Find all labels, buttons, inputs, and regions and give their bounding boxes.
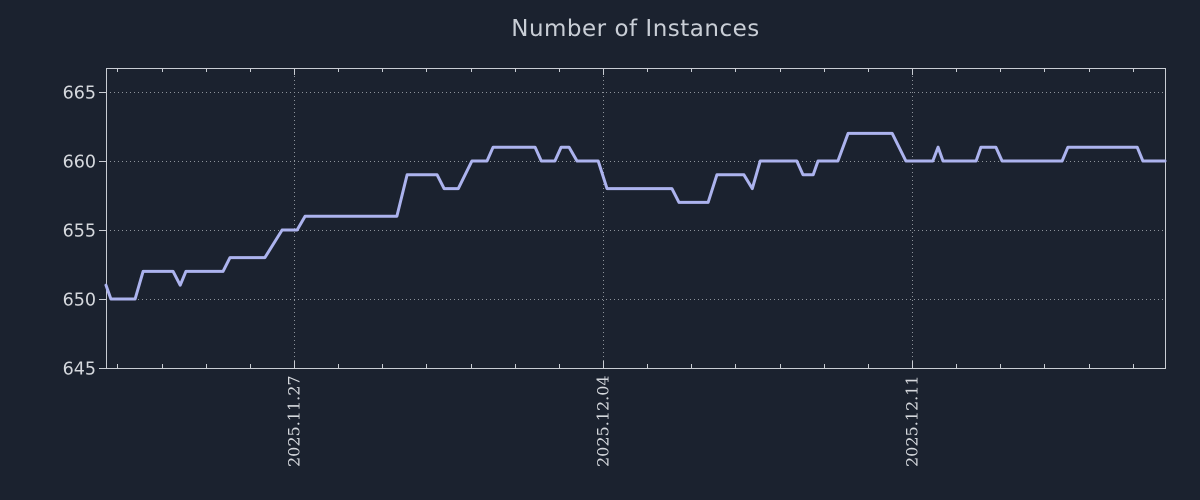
plot-border <box>106 68 1166 369</box>
y-tick-label: 645 <box>63 360 96 380</box>
x-tick-label: 2025.12.11 <box>903 375 922 467</box>
y-tick-label: 660 <box>63 153 96 173</box>
chart-title: Number of Instances <box>511 16 760 42</box>
instances-line-series <box>104 131 1167 301</box>
x-tick-label: 2025.11.27 <box>285 375 304 467</box>
y-tick-label: 665 <box>63 84 96 104</box>
x-tick-label: 2025.12.04 <box>594 375 613 467</box>
y-tick-label: 650 <box>63 291 96 311</box>
y-tick-label: 655 <box>63 222 96 242</box>
